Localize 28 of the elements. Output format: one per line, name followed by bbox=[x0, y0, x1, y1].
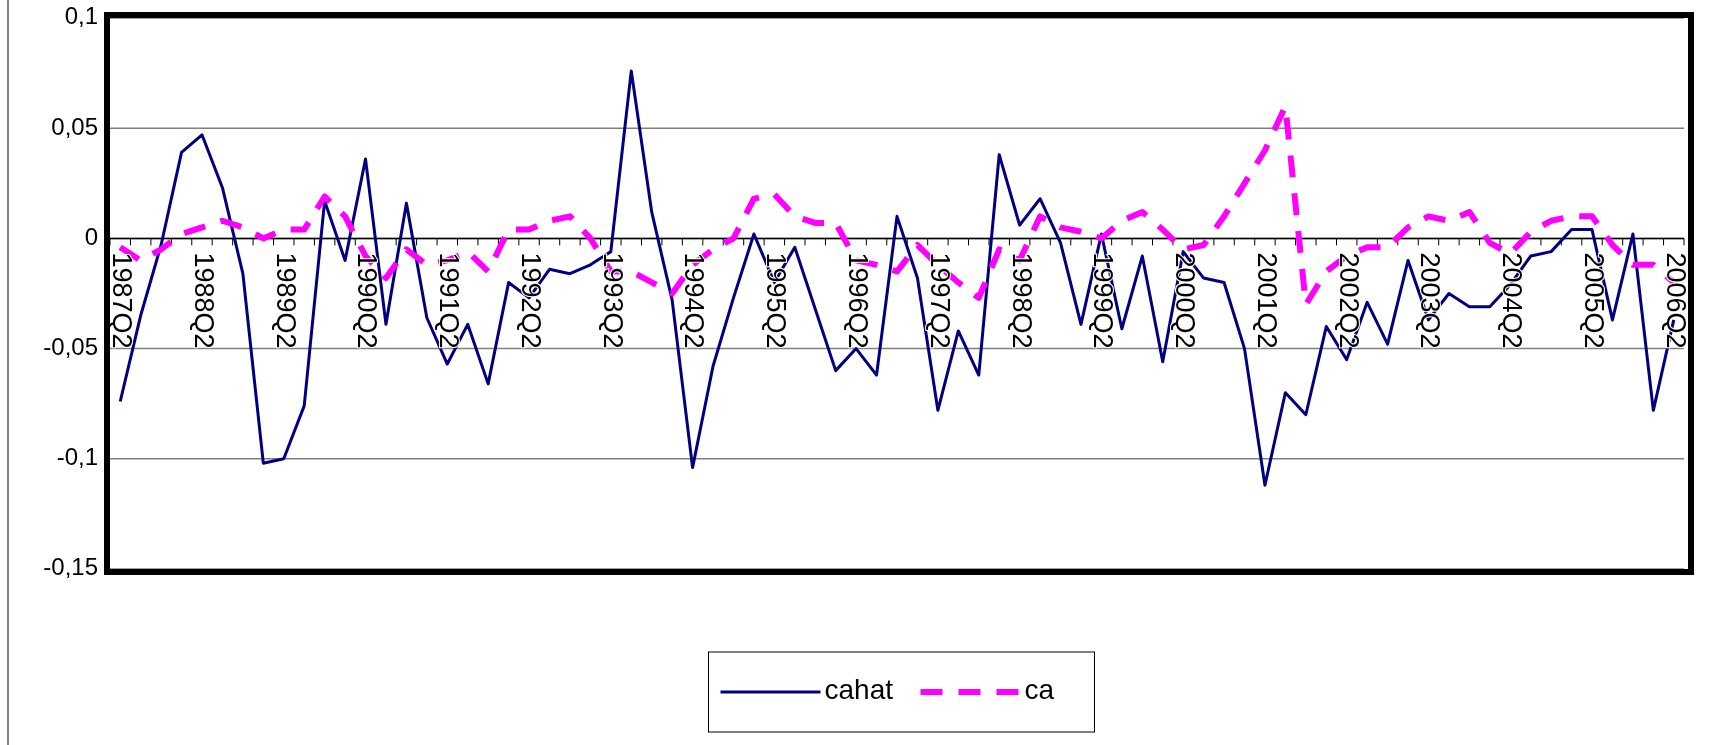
y-tick-label: 0 bbox=[84, 222, 98, 250]
y-tick-label: -0,15 bbox=[43, 553, 98, 581]
x-tick-label: 1990Q2 bbox=[352, 252, 383, 349]
x-tick-label: 1992Q2 bbox=[515, 252, 546, 349]
y-tick-label: -0,05 bbox=[43, 332, 98, 360]
y-tick-label: 0,05 bbox=[51, 112, 98, 140]
x-tick-label: 1995Q2 bbox=[761, 252, 792, 349]
x-tick-label: 1989Q2 bbox=[270, 252, 301, 349]
legend-label: ca bbox=[1024, 674, 1055, 706]
x-tick-label: 1998Q2 bbox=[1006, 252, 1037, 349]
x-tick-label: 1997Q2 bbox=[924, 252, 955, 349]
x-tick-label: 2004Q2 bbox=[1497, 252, 1528, 349]
x-tick-label: 1991Q2 bbox=[434, 252, 465, 349]
x-tick-label: 1999Q2 bbox=[1088, 252, 1119, 349]
x-tick-label: 2001Q2 bbox=[1251, 252, 1282, 349]
y-tick-label: -0,1 bbox=[56, 443, 98, 471]
x-tick-label: 1996Q2 bbox=[842, 252, 873, 349]
x-tick-label: 1993Q2 bbox=[597, 252, 628, 349]
x-tick-label: 2005Q2 bbox=[1578, 252, 1609, 349]
x-tick-label: 1988Q2 bbox=[188, 252, 219, 349]
x-tick-label: 2006Q2 bbox=[1660, 252, 1691, 349]
x-tick-label: 1994Q2 bbox=[679, 252, 710, 349]
x-tick-label: 2000Q2 bbox=[1170, 252, 1201, 349]
y-tick-label: 0,1 bbox=[64, 2, 98, 30]
x-tick-label: 1987Q2 bbox=[107, 252, 138, 349]
x-tick-label: 2002Q2 bbox=[1333, 252, 1364, 349]
x-tick-label: 2003Q2 bbox=[1415, 252, 1446, 349]
legend-label: cahat bbox=[824, 674, 894, 706]
